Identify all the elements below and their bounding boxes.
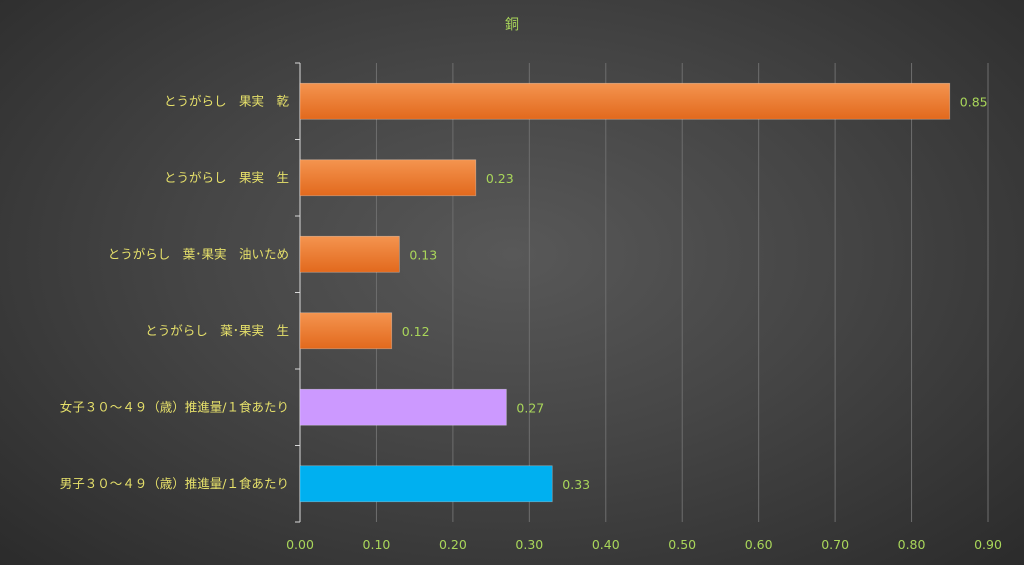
chart-title: 銅 bbox=[505, 17, 519, 33]
bar bbox=[299, 465, 553, 503]
x-tick-label: 0.70 bbox=[821, 537, 849, 552]
data-label: 0.27 bbox=[516, 400, 544, 415]
category-label: とうがらし 果実 乾 bbox=[164, 93, 290, 108]
category-label: 女子３０～４９（歳）推進量/１食あたり bbox=[60, 399, 289, 414]
x-tick-label: 0.90 bbox=[974, 537, 1002, 552]
x-tick-label: 0.80 bbox=[898, 537, 926, 552]
x-tick-label: 0.60 bbox=[745, 537, 773, 552]
category-label: とうがらし 葉･果実 生 bbox=[145, 323, 289, 338]
bar bbox=[299, 235, 400, 273]
bar bbox=[299, 159, 477, 197]
bar bbox=[299, 312, 393, 350]
x-tick-label: 0.00 bbox=[286, 537, 314, 552]
data-label: 0.33 bbox=[562, 477, 590, 492]
category-label: 男子３０～４９（歳）推進量/１食あたり bbox=[60, 476, 289, 491]
x-tick-label: 0.20 bbox=[439, 537, 467, 552]
bar bbox=[299, 82, 951, 120]
x-tick-label: 0.50 bbox=[668, 537, 696, 552]
category-label: とうがらし 果実 生 bbox=[164, 170, 289, 185]
bar bbox=[299, 388, 507, 426]
x-tick-label: 0.30 bbox=[515, 537, 543, 552]
x-tick-label: 0.40 bbox=[592, 537, 620, 552]
data-label: 0.13 bbox=[409, 247, 437, 262]
data-label: 0.12 bbox=[402, 324, 430, 339]
data-label: 0.23 bbox=[486, 171, 514, 186]
category-label: とうがらし 葉･果実 油いため bbox=[108, 246, 289, 261]
x-tick-label: 0.10 bbox=[363, 537, 391, 552]
data-label: 0.85 bbox=[960, 94, 988, 109]
